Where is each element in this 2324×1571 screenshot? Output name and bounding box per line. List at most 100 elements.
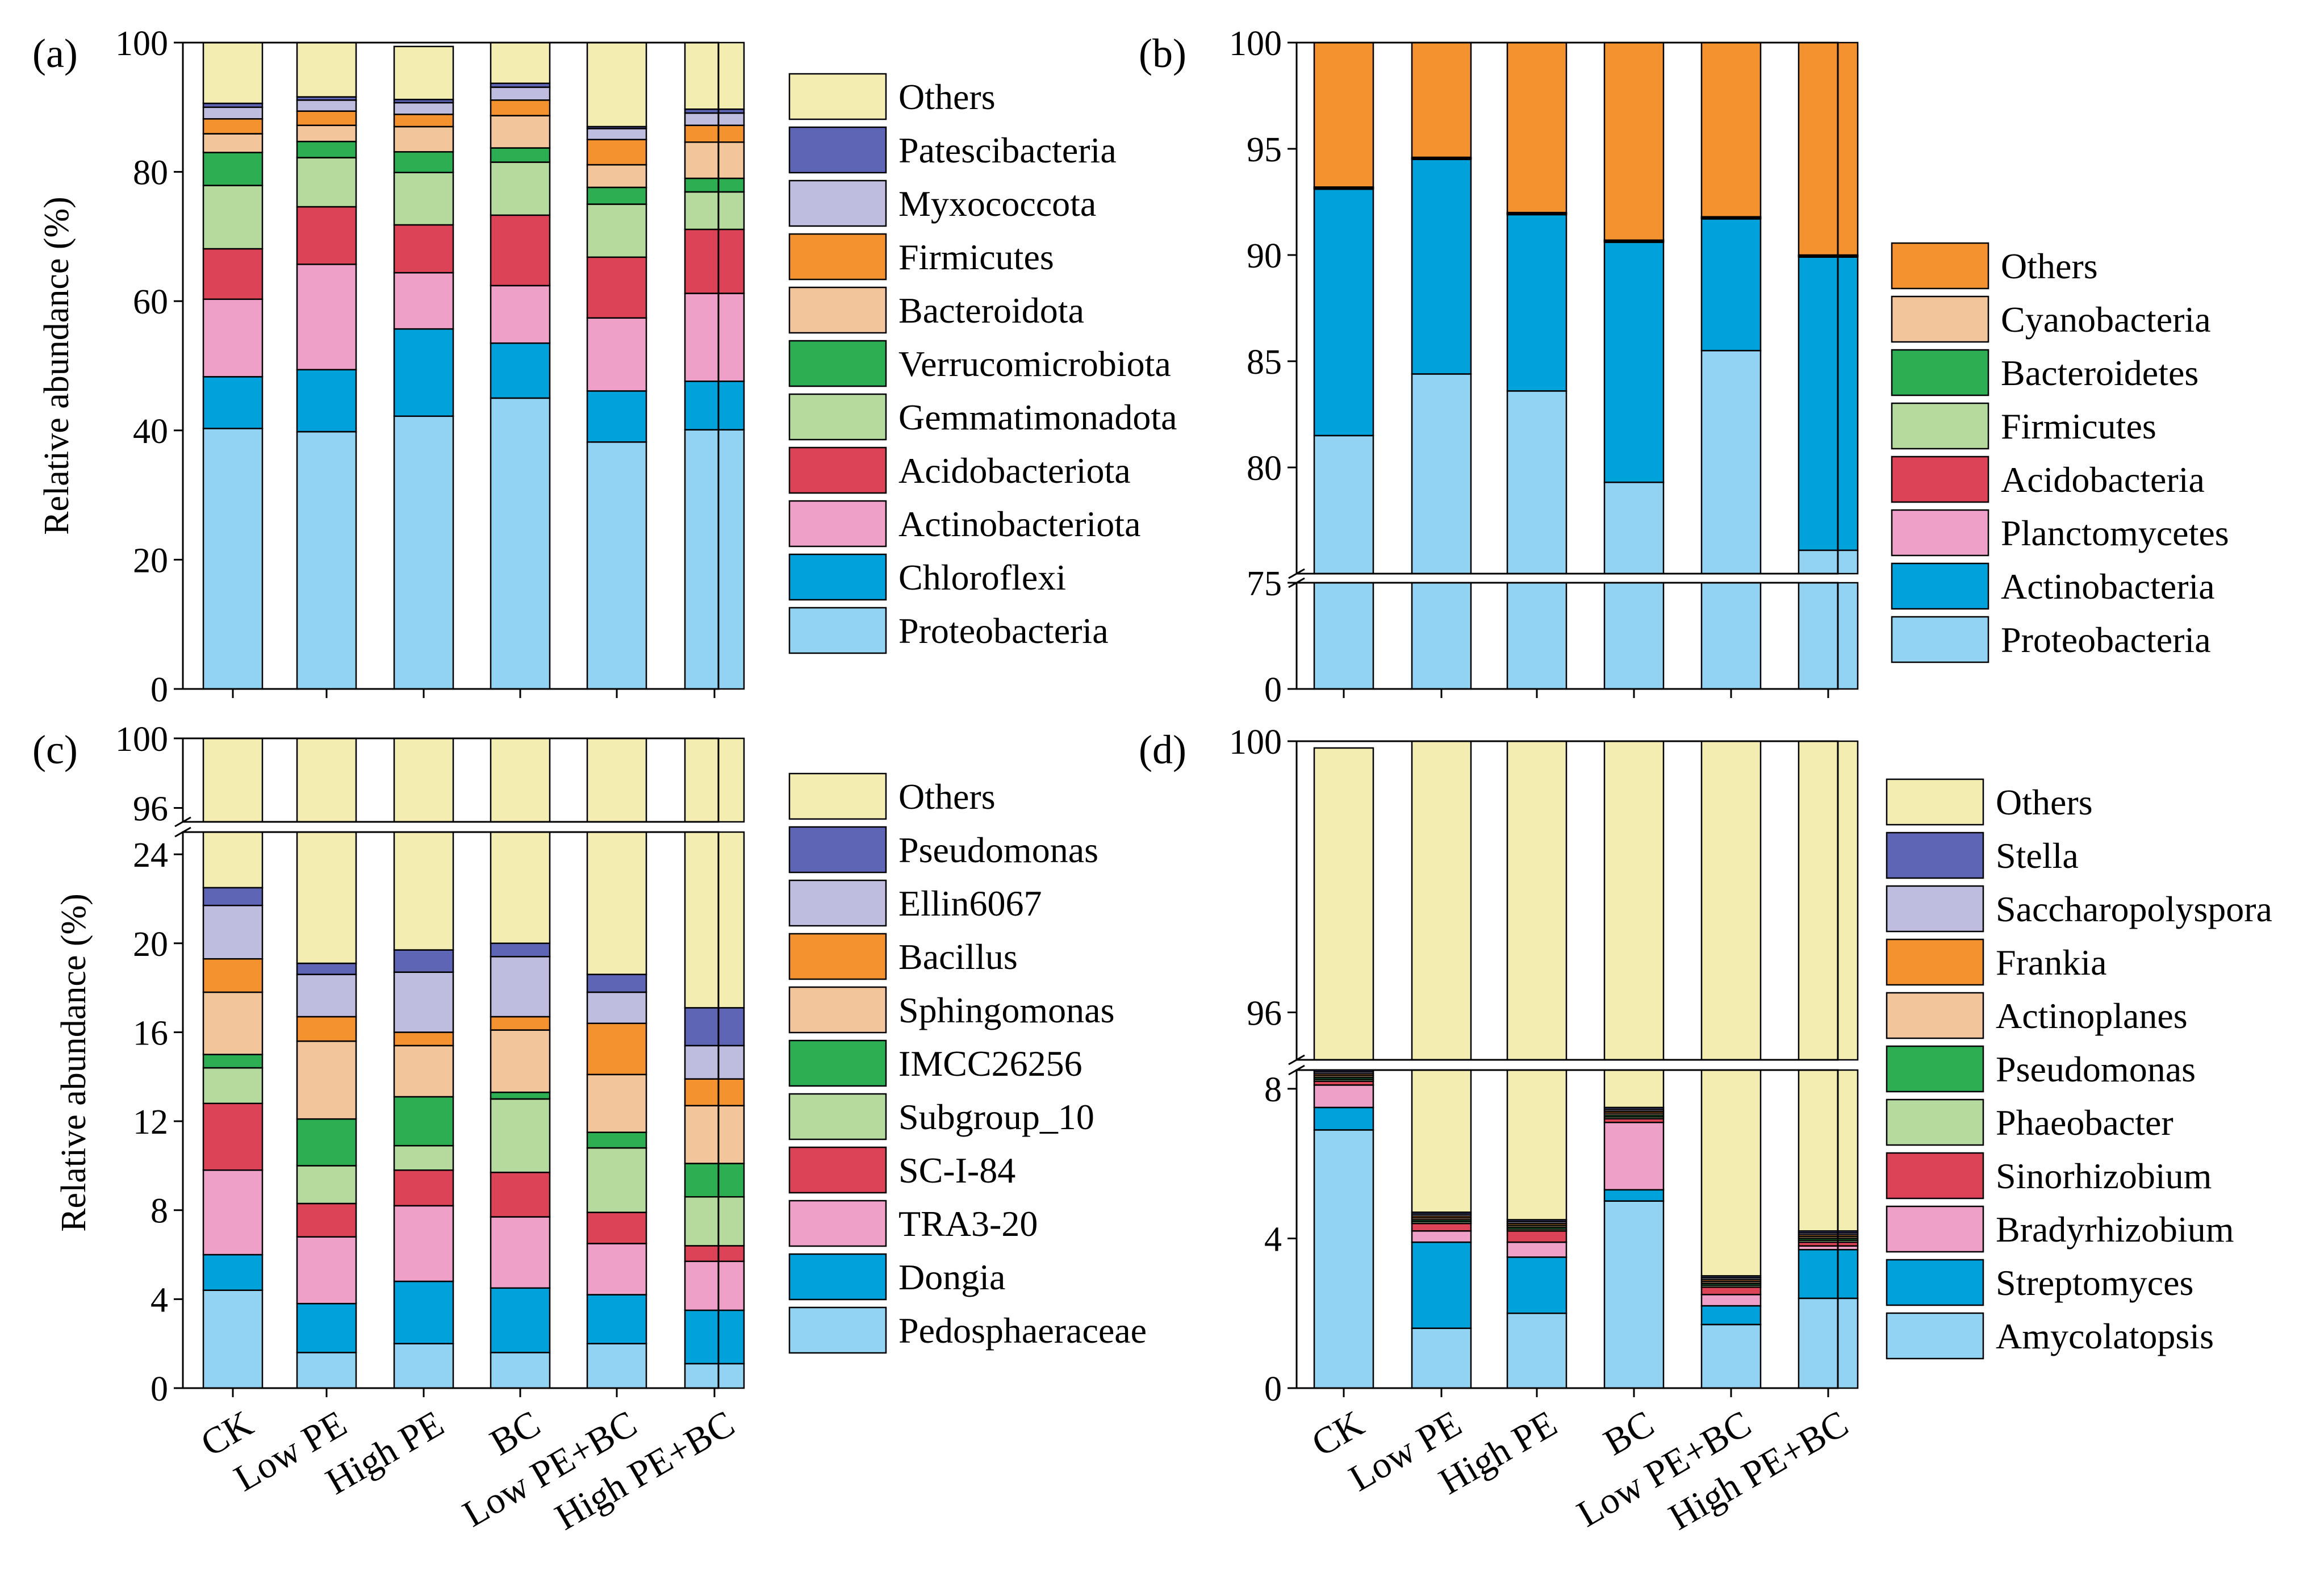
panel-a-legend-swatch-actinobacteriota xyxy=(788,500,887,548)
panel-a-y-tick-label: 0 xyxy=(151,671,168,709)
panel-c-bar-high-pe-subgroup-10 xyxy=(393,1144,454,1171)
panel-b-bar-bc-actinobacteria xyxy=(1603,241,1665,483)
panel-c-bar-high-pe-bc-others xyxy=(684,737,745,823)
panel-a-bar-high-pe-actinobacteriota xyxy=(393,271,454,330)
panel-d-bar-high-pe-bc-others xyxy=(1798,740,1859,1061)
panel-a-bar-low-pe-gemmatimonadota xyxy=(296,157,357,208)
panel-c-legend-swatch-imcc26256 xyxy=(788,1039,887,1087)
panel-b-bar-low-pe-bc-proteobacteria xyxy=(1700,582,1762,690)
panel-d-bar-low-pe-bc-amycolatopsis xyxy=(1700,1323,1762,1389)
panel-d-bar-high-pe-amycolatopsis xyxy=(1506,1312,1568,1389)
panel-c-bar-ck-dongia xyxy=(202,1254,264,1291)
panel-a-bar-ck-gemmatimonadota xyxy=(202,185,264,250)
panel-a-bar-high-pe-bc-acidobacteriota xyxy=(684,228,745,294)
panel-a-legend-label-bacteroidota: Bacteroidota xyxy=(898,290,1084,331)
panel-b-bar-bc-proteobacteria xyxy=(1603,481,1665,575)
panel-d-bar-bc-streptomyces xyxy=(1603,1189,1665,1202)
panel-b-axis-break-mark xyxy=(1288,568,1305,579)
panel-a-bar-bc-acidobacteriota xyxy=(490,214,551,287)
panel-c-bar-ck-imcc26256 xyxy=(202,1054,264,1069)
panel-c-legend-label-tra3-20: TRA3-20 xyxy=(898,1204,1038,1244)
panel-a-legend-swatch-patescibacteria xyxy=(788,126,887,174)
panel-a-bar-bc-chloroflexi xyxy=(490,342,551,399)
panel-b-legend-swatch-cyanobacteria xyxy=(1891,295,1989,343)
panel-b-legend-label-firmicutes: Firmicutes xyxy=(2001,406,2156,446)
panel-a-bar-high-pe-bacteroidota xyxy=(393,126,454,153)
panel-d-legend-swatch-stella xyxy=(1886,832,1984,879)
panel-c-legend-swatch-ellin6067 xyxy=(788,879,887,927)
panel-c-y-tick-label: 0 xyxy=(151,1370,168,1409)
panel-d-label: (d) xyxy=(1139,727,1186,772)
panel-d-legend-label-pseudomonas: Pseudomonas xyxy=(1996,1049,2196,1089)
panel-a-legend-swatch-others xyxy=(788,73,887,120)
panel-c-bar-low-pe-bc-pedosphaeraceae xyxy=(586,1343,647,1389)
panel-b-bar-bc-others xyxy=(1603,41,1665,241)
panel-a-bar-low-pe-bc-gemmatimonadota xyxy=(586,203,647,258)
panel-d-legend-swatch-others xyxy=(1886,778,1984,826)
panel-b-y-tick-label: 90 xyxy=(1247,237,1282,275)
panel-d-legend-swatch-streptomyces xyxy=(1886,1259,1984,1306)
panel-d-bar-low-pe-bc-others xyxy=(1700,740,1762,1061)
panel-c-bar-low-pe-bc-others xyxy=(586,737,647,823)
panel-c-bar-bc-sc-i-84 xyxy=(490,1171,551,1218)
panel-c-bar-low-pe-bc-others xyxy=(586,831,647,975)
panel-a-legend-swatch-proteobacteria xyxy=(788,607,887,654)
panel-c-legend-label-imcc26256: IMCC26256 xyxy=(898,1043,1082,1084)
panel-c-bar-bc-tra3-20 xyxy=(490,1216,551,1289)
panel-a-legend-label-actinobacteriota: Actinobacteriota xyxy=(898,504,1140,544)
panel-a-legend-swatch-verrucomicrobiota xyxy=(788,340,887,387)
panel-c-bar-high-pe-bc-sphingomonas xyxy=(684,1105,745,1164)
panel-b-bar-low-pe-bc-proteobacteria xyxy=(1700,350,1762,575)
panel-a-bar-low-pe-proteobacteria xyxy=(296,431,357,690)
panel-a-bar-high-pe-bc-proteobacteria xyxy=(684,429,745,690)
panel-a-bar-high-pe-verrucomicrobiota xyxy=(393,151,454,173)
panel-b-y-tick-label: 75 xyxy=(1247,565,1282,603)
panel-b-bar-high-pe-others xyxy=(1506,41,1568,214)
panel-c-bar-high-pe-bc-ellin6067 xyxy=(684,1044,745,1080)
panel-c-y-tick-label: 8 xyxy=(151,1192,168,1231)
panel-d-legend-label-saccharopolyspora: Saccharopolyspora xyxy=(1996,889,2272,929)
panel-c-bar-ck-bacillus xyxy=(202,958,264,993)
panel-b-y-tick-label: 0 xyxy=(1264,671,1282,709)
panel-c-legend-label-bacillus: Bacillus xyxy=(898,937,1018,977)
panel-b-bar-high-pe-bc-proteobacteria xyxy=(1798,582,1859,690)
panel-a-bar-ck-chloroflexi xyxy=(202,376,264,429)
panel-a-bar-low-pe-myxococcota xyxy=(296,99,357,112)
panel-b-legend-swatch-acidobacteria xyxy=(1891,456,1989,503)
panel-d-legend-label-sinorhizobium: Sinorhizobium xyxy=(1996,1156,2212,1196)
panel-b-label: (b) xyxy=(1139,31,1186,76)
panel-a-label: (a) xyxy=(32,31,78,76)
panel-c-bar-bc-pseudomonas xyxy=(490,942,551,958)
panel-a-y-tick-label: 80 xyxy=(133,154,168,193)
panel-c-bar-bc-ellin6067 xyxy=(490,956,551,1018)
panel-c-y-tick-label: 20 xyxy=(133,925,168,964)
panel-a-bar-low-pe-bacteroidota xyxy=(296,124,357,143)
panel-b-axis-frame-1 xyxy=(1295,41,1839,575)
panel-d-bar-low-pe-streptomyces xyxy=(1411,1241,1472,1329)
panel-c-bar-high-pe-others xyxy=(393,831,454,951)
panel-d-bar-bc-amycolatopsis xyxy=(1603,1200,1665,1389)
panel-a-legend-label-myxococcota: Myxococcota xyxy=(898,183,1096,224)
panel-a-ylabel: Relative abundance (%) xyxy=(37,197,76,535)
panel-c-bar-high-pe-dongia xyxy=(393,1280,454,1344)
panel-a-legend-label-others: Others xyxy=(898,77,996,117)
panel-a-bar-high-pe-bc-firmicutes xyxy=(684,124,745,143)
panel-d-bar-ck-bradyrhizobium xyxy=(1313,1084,1374,1109)
panel-c-bar-high-pe-bc-imcc26256 xyxy=(684,1163,745,1198)
panel-d-bar-high-pe-bradyrhizobium xyxy=(1506,1241,1568,1258)
panel-d-bar-high-pe-sinorhizobium xyxy=(1506,1230,1568,1243)
panel-c-legend-swatch-sc-i-84 xyxy=(788,1146,887,1194)
panel-b-bar-ck-proteobacteria xyxy=(1313,434,1374,575)
panel-a-bar-low-pe-bc-proteobacteria xyxy=(586,441,647,690)
panel-a-bar-bc-myxococcota xyxy=(490,86,551,101)
panel-d-bar-low-pe-sinorhizobium xyxy=(1411,1222,1472,1232)
panel-b-y-tick-label: 100 xyxy=(1229,24,1282,63)
panel-c-legend-label-subgroup-10: Subgroup_10 xyxy=(898,1097,1094,1137)
panel-a-bar-ck-others xyxy=(202,41,264,105)
panel-c-bar-low-pe-bacillus xyxy=(296,1016,357,1042)
panel-d-legend-swatch-saccharopolyspora xyxy=(1886,885,1984,933)
panel-b-bar-bc-proteobacteria xyxy=(1603,582,1665,690)
panel-a-bar-low-pe-bc-acidobacteriota xyxy=(586,256,647,319)
panel-c-bar-ck-others xyxy=(202,737,264,823)
panel-c-y-tick-label: 96 xyxy=(133,790,168,829)
